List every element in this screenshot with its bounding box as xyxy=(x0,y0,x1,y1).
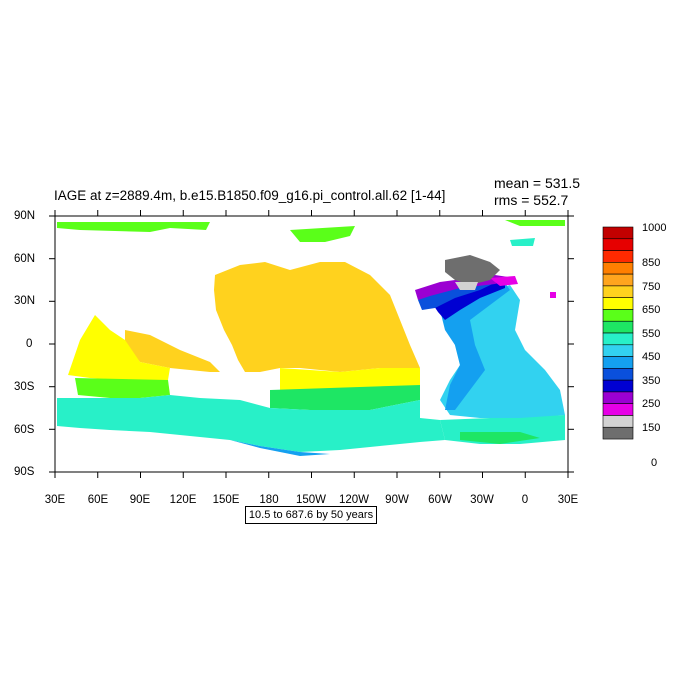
atlantic-region xyxy=(550,292,556,298)
contour-info-box: 10.5 to 687.6 by 50 years xyxy=(245,506,377,524)
lat-label: 60S xyxy=(14,424,35,436)
lon-label: 0 xyxy=(521,494,529,506)
arctic-region xyxy=(290,226,355,242)
indian-region xyxy=(68,315,170,380)
pacific-region xyxy=(280,368,420,392)
lon-label: 60E xyxy=(87,494,109,506)
colorbar-swatch xyxy=(602,250,634,263)
lon-label: 150E xyxy=(212,494,240,506)
atlantic-region xyxy=(440,283,510,410)
lat-label: 0 xyxy=(26,338,33,350)
colorbar-swatch xyxy=(602,262,634,275)
southern-ocean xyxy=(230,440,330,456)
legend-label: 750 xyxy=(642,281,661,293)
mean-stat: mean = 531.5 xyxy=(494,175,581,191)
colorbar xyxy=(602,226,634,440)
atlantic-region xyxy=(415,275,515,300)
indian-region xyxy=(75,378,170,398)
pacific-region xyxy=(214,262,420,372)
colorbar-swatch xyxy=(602,273,634,287)
lat-label: 90S xyxy=(14,466,35,478)
legend-label: 250 xyxy=(642,398,661,410)
colorbar-swatch xyxy=(602,297,634,310)
lon-label: 60W xyxy=(428,494,452,506)
lon-label: 30E xyxy=(44,494,66,506)
lon-label: 30E xyxy=(557,494,579,506)
lon-label: 30W xyxy=(470,494,494,506)
colorbar-swatch xyxy=(602,332,634,346)
legend-label: 350 xyxy=(642,375,661,387)
colorbar-swatch xyxy=(602,309,634,322)
lon-label: 120W xyxy=(338,494,370,506)
atlantic-region xyxy=(490,276,518,286)
ocean-age-field xyxy=(57,220,565,456)
colorbar-swatch xyxy=(602,379,634,393)
lat-label: 90N xyxy=(14,210,36,222)
lon-label: 90E xyxy=(129,494,151,506)
nodata-region xyxy=(445,255,500,285)
colorbar-swatch xyxy=(602,368,634,381)
lat-label: 60N xyxy=(14,253,36,265)
arctic-region xyxy=(505,220,565,226)
pacific-region xyxy=(125,330,220,372)
legend-label: 1000 xyxy=(642,222,667,234)
axis-ticks xyxy=(49,210,574,478)
legend-label: 650 xyxy=(642,304,661,316)
atlantic-region xyxy=(418,278,505,310)
nodata-region xyxy=(455,282,478,290)
legend-label: 550 xyxy=(642,328,661,340)
lat-label: 30S xyxy=(14,381,35,393)
indian-region xyxy=(270,385,420,410)
arctic-region xyxy=(510,238,535,246)
plot-title: IAGE at z=2889.4m, b.e15.B1850.f09_g16.p… xyxy=(54,188,446,203)
colorbar-swatch xyxy=(602,344,634,357)
lat-label: 30N xyxy=(14,295,36,307)
colorbar-swatch xyxy=(602,320,634,334)
rms-stat: rms = 552.7 xyxy=(494,192,569,208)
southern-ocean xyxy=(57,395,445,452)
colorbar-swatch xyxy=(602,238,634,251)
colorbar-swatch xyxy=(602,415,634,428)
southern-ocean xyxy=(460,432,540,444)
colorbar-swatch xyxy=(602,285,634,298)
colorbar-swatch xyxy=(602,356,634,369)
lon-label: 150W xyxy=(295,494,327,506)
lon-label: 90W xyxy=(385,494,409,506)
legend-label: 0 xyxy=(651,457,658,469)
arctic-region xyxy=(57,222,210,232)
lon-label: 180 xyxy=(259,494,279,506)
legend-label: 150 xyxy=(642,422,661,434)
colorbar-swatch xyxy=(602,403,634,416)
legend-label: 450 xyxy=(642,351,661,363)
colorbar-swatch xyxy=(602,426,634,440)
lon-label: 120E xyxy=(169,494,197,506)
legend-label: 850 xyxy=(642,257,661,269)
colorbar-swatch xyxy=(602,226,634,240)
atlantic-region xyxy=(430,280,505,320)
colorbar-swatch xyxy=(602,391,634,405)
